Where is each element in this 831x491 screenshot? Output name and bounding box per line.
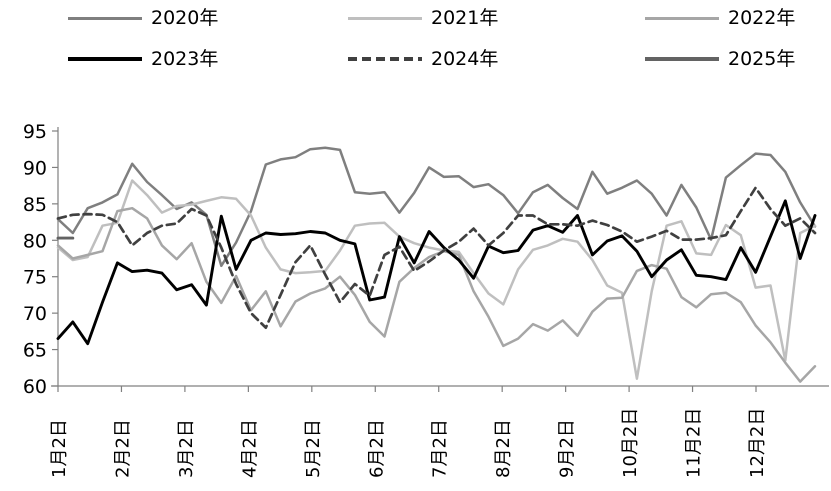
legend-line-swatch	[68, 57, 142, 61]
x-tick-label: 11月2日	[684, 408, 705, 478]
x-tick-label: 7月2日	[430, 419, 451, 478]
x-tick-label: 10月2日	[620, 408, 641, 478]
x-tick-label: 2月2日	[112, 419, 133, 478]
y-tick-label: 80	[23, 230, 47, 252]
legend-line-swatch	[348, 16, 422, 20]
series-line-2023	[56, 199, 817, 346]
legend-item-2020: 2020年	[68, 7, 218, 29]
legend-label: 2020年	[151, 7, 219, 29]
legend-item-2024: 2024年	[348, 48, 498, 70]
y-tick-label: 65	[23, 340, 47, 362]
legend-item-2025: 2025年	[645, 48, 795, 70]
legend-item-2021: 2021年	[348, 7, 498, 29]
legend-label: 2021年	[431, 7, 499, 29]
y-tick-label: 60	[23, 376, 47, 398]
y-tick-label: 75	[23, 267, 47, 289]
series-line-2024	[56, 186, 817, 330]
x-tick-label: 12月2日	[747, 408, 768, 478]
x-tick-label: 3月2日	[176, 419, 197, 478]
y-tick-label: 90	[23, 157, 47, 179]
legend-label: 2022年	[728, 7, 796, 29]
y-tick-label: 70	[23, 303, 47, 325]
y-tick-label: 85	[23, 194, 47, 216]
x-tick-label: 1月2日	[49, 419, 70, 478]
series-line-2022	[56, 206, 817, 383]
x-tick-label: 8月2日	[493, 419, 514, 478]
legend-line-swatch	[348, 57, 422, 61]
legend-line-swatch	[645, 57, 719, 61]
legend-label: 2025年	[728, 48, 796, 70]
legend-item-2022: 2022年	[645, 7, 795, 29]
legend-line-swatch	[645, 16, 719, 20]
x-tick-label: 6月2日	[366, 419, 387, 478]
series-line-2021	[56, 179, 817, 380]
legend-label: 2023年	[151, 48, 219, 70]
legend-item-2023: 2023年	[68, 48, 218, 70]
legend-label: 2024年	[431, 48, 499, 70]
y-tick-label: 95	[23, 121, 47, 143]
x-tick-label: 9月2日	[557, 419, 578, 478]
legend-line-swatch	[68, 16, 142, 20]
x-tick-label: 4月2日	[239, 419, 260, 478]
x-tick-label: 5月2日	[303, 419, 324, 478]
